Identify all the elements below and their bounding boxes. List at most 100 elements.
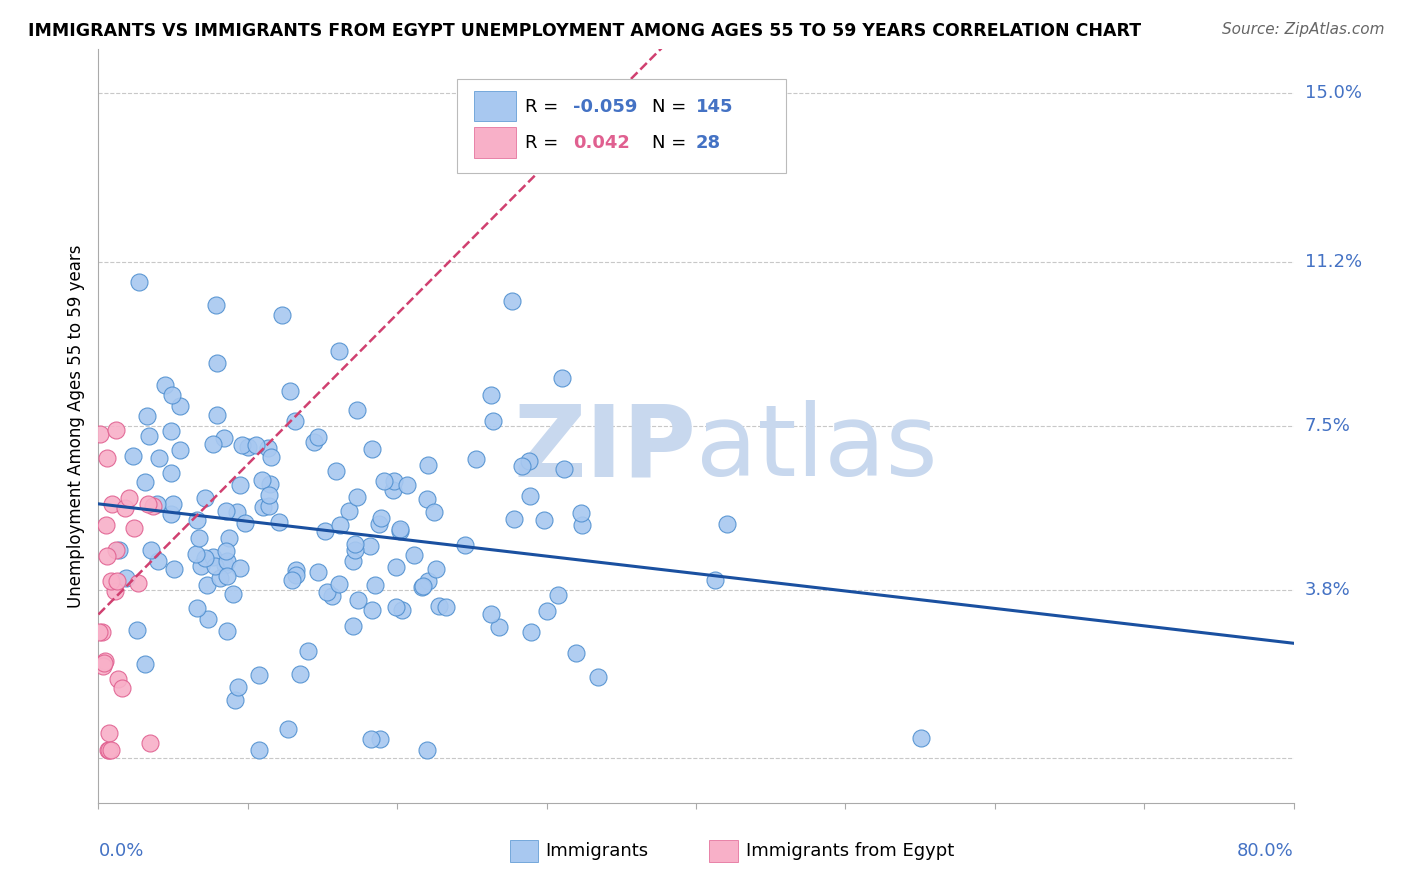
Point — [100, 574, 122, 588]
Point — [373, 474, 395, 488]
Point — [153, 378, 176, 392]
Text: Immigrants from Egypt: Immigrants from Egypt — [747, 842, 955, 860]
Y-axis label: Unemployment Among Ages 55 to 59 years: Unemployment Among Ages 55 to 59 years — [66, 244, 84, 607]
Point — [145, 497, 167, 511]
Point — [479, 607, 502, 621]
Point — [245, 438, 267, 452]
Point — [202, 550, 225, 565]
Point — [571, 518, 593, 533]
Point — [343, 537, 366, 551]
Point — [247, 742, 270, 756]
Point — [510, 459, 533, 474]
Point — [277, 722, 299, 736]
Text: R =: R = — [524, 135, 569, 153]
Point — [479, 387, 502, 401]
Point — [434, 599, 457, 614]
Point — [361, 603, 384, 617]
Point — [344, 543, 367, 558]
Point — [503, 512, 526, 526]
Point — [221, 587, 243, 601]
Point — [250, 474, 273, 488]
Point — [231, 438, 253, 452]
Text: N =: N = — [652, 98, 692, 116]
Point — [197, 612, 219, 626]
Point — [288, 667, 311, 681]
Point — [389, 522, 412, 536]
Text: Source: ZipAtlas.com: Source: ZipAtlas.com — [1222, 22, 1385, 37]
Point — [284, 564, 307, 578]
Point — [536, 604, 558, 618]
Point — [716, 516, 738, 531]
Text: 15.0%: 15.0% — [1305, 85, 1361, 103]
Point — [551, 371, 574, 385]
Point — [228, 681, 250, 695]
FancyBboxPatch shape — [457, 79, 786, 173]
Point — [214, 431, 236, 445]
Point — [159, 467, 181, 481]
Point — [259, 477, 281, 491]
Point — [488, 619, 510, 633]
Point — [281, 574, 304, 588]
Point — [162, 497, 184, 511]
Point — [122, 521, 145, 535]
Point — [260, 450, 283, 465]
Point — [520, 625, 543, 640]
Point — [465, 452, 488, 467]
Point — [384, 599, 406, 614]
Point — [101, 498, 124, 512]
Text: 3.8%: 3.8% — [1305, 581, 1350, 599]
Point — [423, 505, 446, 519]
Point — [89, 426, 111, 441]
Text: 0.0%: 0.0% — [98, 842, 143, 860]
Text: 0.042: 0.042 — [572, 135, 630, 153]
Point — [121, 449, 143, 463]
FancyBboxPatch shape — [709, 840, 738, 862]
Point — [98, 742, 121, 756]
Point — [217, 568, 239, 582]
FancyBboxPatch shape — [474, 128, 516, 158]
Point — [146, 554, 169, 568]
Point — [297, 643, 319, 657]
Point — [547, 588, 569, 602]
Point — [402, 548, 425, 562]
Point — [93, 656, 115, 670]
Point — [346, 402, 368, 417]
Point — [107, 673, 129, 687]
Point — [159, 507, 181, 521]
Point — [208, 571, 231, 585]
Point — [114, 501, 136, 516]
Point — [325, 465, 347, 479]
Point — [195, 578, 218, 592]
Point — [364, 578, 387, 592]
Point — [94, 518, 117, 533]
Point — [169, 443, 191, 458]
Point — [429, 599, 451, 614]
Point — [257, 499, 280, 513]
Point — [128, 275, 150, 289]
Point — [201, 436, 224, 450]
Point — [187, 531, 209, 545]
Point — [105, 574, 128, 588]
Point — [307, 430, 329, 444]
Point — [910, 731, 932, 746]
Point — [361, 442, 384, 456]
Text: IMMIGRANTS VS IMMIGRANTS FROM EGYPT UNEMPLOYMENT AMONG AGES 55 TO 59 YEARS CORRE: IMMIGRANTS VS IMMIGRANTS FROM EGYPT UNEM… — [28, 22, 1142, 40]
Text: 145: 145 — [696, 98, 734, 116]
Point — [519, 489, 541, 503]
Text: ZIP: ZIP — [513, 400, 696, 497]
Point — [100, 742, 122, 756]
Point — [416, 492, 439, 507]
Point — [91, 624, 114, 639]
Point — [139, 543, 162, 558]
FancyBboxPatch shape — [474, 91, 516, 121]
Point — [328, 343, 350, 358]
Point — [533, 513, 555, 527]
Point — [302, 435, 325, 450]
Text: atlas: atlas — [696, 400, 938, 497]
Point — [159, 424, 181, 438]
Text: N =: N = — [652, 135, 697, 153]
Point — [412, 579, 434, 593]
Text: 11.2%: 11.2% — [1305, 252, 1362, 271]
Point — [94, 654, 117, 668]
Point — [316, 585, 339, 599]
